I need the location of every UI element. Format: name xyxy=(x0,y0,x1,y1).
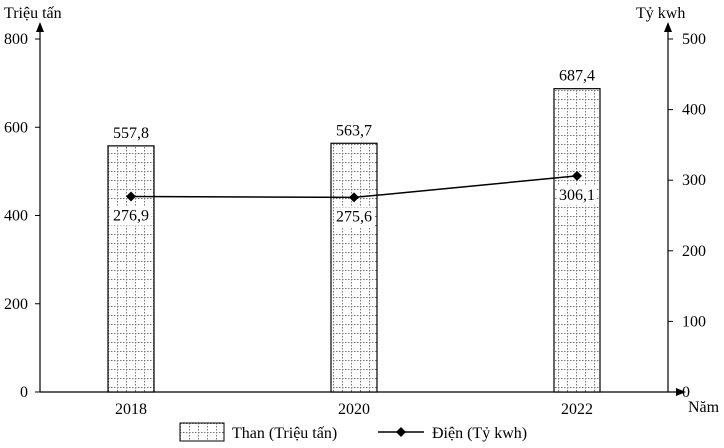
left-axis-title: Triệu tấn xyxy=(4,5,62,22)
bar-labels: 557,8 563,7 687,4 xyxy=(113,68,595,142)
line-series xyxy=(126,170,582,203)
left-axis-arrow xyxy=(36,22,44,32)
x-tick-label: 2018 xyxy=(115,401,147,418)
right-tick-label: 400 xyxy=(682,102,706,119)
line-label-bg xyxy=(111,206,151,226)
line-label-dien-2022: 306,1 xyxy=(559,187,595,204)
bar-label-than-2022: 687,4 xyxy=(559,68,595,85)
line-label-bg xyxy=(557,185,597,205)
right-axis-title: Tỷ kwh xyxy=(636,5,685,22)
legend: Than (Triệu tấn) Điện (Tỷ kwh) xyxy=(179,422,527,442)
bar-label-than-2018: 557,8 xyxy=(113,125,149,142)
bar-than-2022 xyxy=(553,88,601,393)
line-labels: 276,9 275,6 306,1 xyxy=(111,185,597,227)
right-axis-arrow xyxy=(664,22,672,32)
right-tick-label: 500 xyxy=(682,31,706,48)
bar-than-2020 xyxy=(330,142,378,393)
x-axis-arrow xyxy=(676,388,686,396)
right-ticks: 0 100 200 300 400 500 xyxy=(668,31,706,401)
left-tick-label: 600 xyxy=(4,119,28,136)
x-ticks: 2018 2020 2022 xyxy=(115,401,593,418)
line-label-dien-2018: 276,9 xyxy=(113,208,149,225)
left-tick-label: 0 xyxy=(20,384,28,401)
marker-dien-2020 xyxy=(349,192,359,203)
line-label-dien-2020: 275,6 xyxy=(336,208,372,225)
bar-label-than-2020: 563,7 xyxy=(336,122,372,139)
left-tick-label: 800 xyxy=(4,31,28,48)
right-tick-label: 100 xyxy=(682,313,706,330)
right-tick-label: 200 xyxy=(682,243,706,260)
right-tick-label: 0 xyxy=(682,384,690,401)
bar-than-2018 xyxy=(107,145,155,393)
left-tick-label: 400 xyxy=(4,208,28,225)
x-tick-label: 2022 xyxy=(561,401,593,418)
x-axis-title: Năm xyxy=(688,399,720,416)
legend-label-dien: Điện (Tỷ kwh) xyxy=(432,425,527,442)
left-tick-label: 200 xyxy=(4,296,28,313)
left-ticks: 0 200 400 600 800 xyxy=(4,31,40,401)
bars xyxy=(107,88,601,393)
x-tick-label: 2020 xyxy=(338,401,370,418)
legend-swatch-than xyxy=(179,422,225,442)
marker-dien-2022 xyxy=(572,170,582,181)
line-label-bg xyxy=(334,207,374,227)
legend-swatch-dien-marker xyxy=(396,427,406,437)
marker-dien-2018 xyxy=(126,191,136,202)
right-tick-label: 300 xyxy=(682,172,706,189)
legend-label-than: Than (Triệu tấn) xyxy=(232,425,337,442)
